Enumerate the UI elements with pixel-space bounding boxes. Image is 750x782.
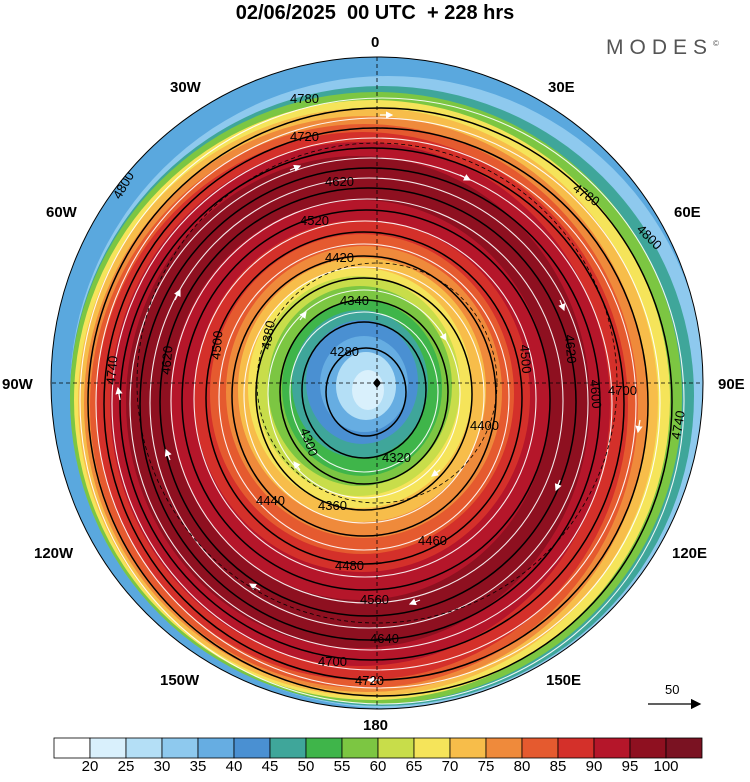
lon-label-150w: 150W bbox=[160, 672, 200, 689]
colorbar-tick-label: 85 bbox=[549, 758, 567, 775]
copyright-mark: © bbox=[713, 39, 719, 48]
contour-label: 4560 bbox=[360, 592, 389, 607]
contour-label: 4380 bbox=[258, 319, 278, 350]
lon-label-90e: 90E bbox=[718, 376, 745, 393]
colorbar-tick-label: 100 bbox=[653, 758, 679, 775]
contour-label: 4720 bbox=[355, 673, 384, 688]
colorbar-tick-label: 45 bbox=[261, 758, 279, 775]
colorbar-tick-label: 55 bbox=[333, 758, 351, 775]
contour-label: 4500 bbox=[517, 344, 534, 374]
contour-label: 4460 bbox=[418, 533, 447, 548]
colorbar-tick-label: 90 bbox=[585, 758, 603, 775]
colorbar-swatch bbox=[413, 737, 451, 759]
contour-label: 4420 bbox=[325, 250, 354, 265]
lon-label-90w: 90W bbox=[2, 376, 33, 393]
contour-label: 4700 bbox=[318, 654, 347, 669]
colorbar-swatch bbox=[233, 737, 271, 759]
colorbar-tick-label: 60 bbox=[369, 758, 387, 775]
contour-label: 4320 bbox=[382, 450, 411, 465]
lon-label-60w: 60W bbox=[46, 204, 77, 221]
contour-label: 4640 bbox=[370, 631, 399, 646]
contour-label: 4520 bbox=[300, 213, 329, 228]
contour-label: 4340 bbox=[340, 293, 369, 308]
colorbar-swatch bbox=[197, 737, 235, 759]
colorbar-swatch bbox=[125, 737, 163, 759]
contour-label: 4780 bbox=[290, 91, 319, 106]
colorbar-swatch bbox=[161, 737, 199, 759]
contour-label: 4440 bbox=[256, 493, 285, 508]
wind-streamlines bbox=[79, 97, 685, 705]
contour-label: 4740 bbox=[103, 355, 120, 385]
contour-label: 4620 bbox=[158, 345, 175, 375]
lon-label-120w: 120W bbox=[34, 545, 74, 562]
contour-label: 4500 bbox=[208, 330, 225, 360]
colorbar-swatch bbox=[305, 737, 343, 759]
colorbar-tick-label: 75 bbox=[477, 758, 495, 775]
colorbar-swatch bbox=[53, 737, 91, 759]
lon-label-120e: 120E bbox=[672, 545, 708, 562]
colorbar-swatch bbox=[665, 737, 703, 759]
colorbar-swatch bbox=[269, 737, 307, 759]
colorbar-swatch bbox=[557, 737, 595, 759]
wind-scale-label: 50 bbox=[665, 682, 680, 697]
colorbar-tick-label: 70 bbox=[441, 758, 459, 775]
page-title: 02/06/2025 00 UTC + 228 hrs bbox=[235, 2, 515, 24]
colorbar-tick-label: 80 bbox=[513, 758, 531, 775]
colorbar-swatch bbox=[377, 737, 415, 759]
colorbar-swatch bbox=[485, 737, 523, 759]
colorbar-swatch bbox=[449, 737, 487, 759]
colorbar-swatch bbox=[593, 737, 631, 759]
colorbar-tick-label: 40 bbox=[225, 758, 243, 775]
brand-logo: MODES© bbox=[606, 36, 719, 60]
lon-label-60e: 60E bbox=[674, 204, 701, 221]
contour-label: 4480 bbox=[335, 558, 364, 573]
contour-label: 4720 bbox=[290, 129, 319, 144]
contour-label: 4700 bbox=[608, 383, 637, 398]
lon-label-30e: 30E bbox=[548, 79, 575, 96]
contour-label: 4400 bbox=[470, 418, 499, 433]
map-border bbox=[50, 56, 704, 710]
contour-label: 4360 bbox=[318, 498, 347, 513]
colorbar-tick-label: 25 bbox=[117, 758, 135, 775]
brand-name: MODES bbox=[606, 36, 714, 59]
colorbar-tick-label: 35 bbox=[189, 758, 207, 775]
colorbar-swatch bbox=[629, 737, 667, 759]
contour-label: 4620 bbox=[562, 334, 579, 364]
lon-label-180: 180 bbox=[363, 717, 389, 734]
wind-arrows bbox=[115, 111, 643, 684]
colorbar-swatch bbox=[89, 737, 127, 759]
lon-label-150e: 150E bbox=[546, 672, 582, 689]
lon-label-0: 0 bbox=[371, 34, 380, 51]
colorbar-tick-label: 65 bbox=[405, 758, 423, 775]
colorbar-tick-label: 30 bbox=[153, 758, 171, 775]
colorbar-tick-label: 95 bbox=[621, 758, 639, 775]
wind-speed-field: 4780 4720 4620 4800 4520 4420 4340 4280 … bbox=[51, 57, 703, 709]
lon-label-30w: 30W bbox=[170, 79, 201, 96]
pole-marker bbox=[373, 378, 381, 388]
colorbar-tick-label: 20 bbox=[81, 758, 99, 775]
contour-label: 4620 bbox=[325, 174, 354, 189]
contour-label: 4740 bbox=[668, 409, 688, 440]
colorbar-swatch bbox=[341, 737, 379, 759]
colorbar-swatch bbox=[521, 737, 559, 759]
contour-label: 4600 bbox=[587, 379, 604, 409]
colorbar-tick-label: 50 bbox=[297, 758, 315, 775]
contour-label: 4280 bbox=[330, 344, 359, 359]
